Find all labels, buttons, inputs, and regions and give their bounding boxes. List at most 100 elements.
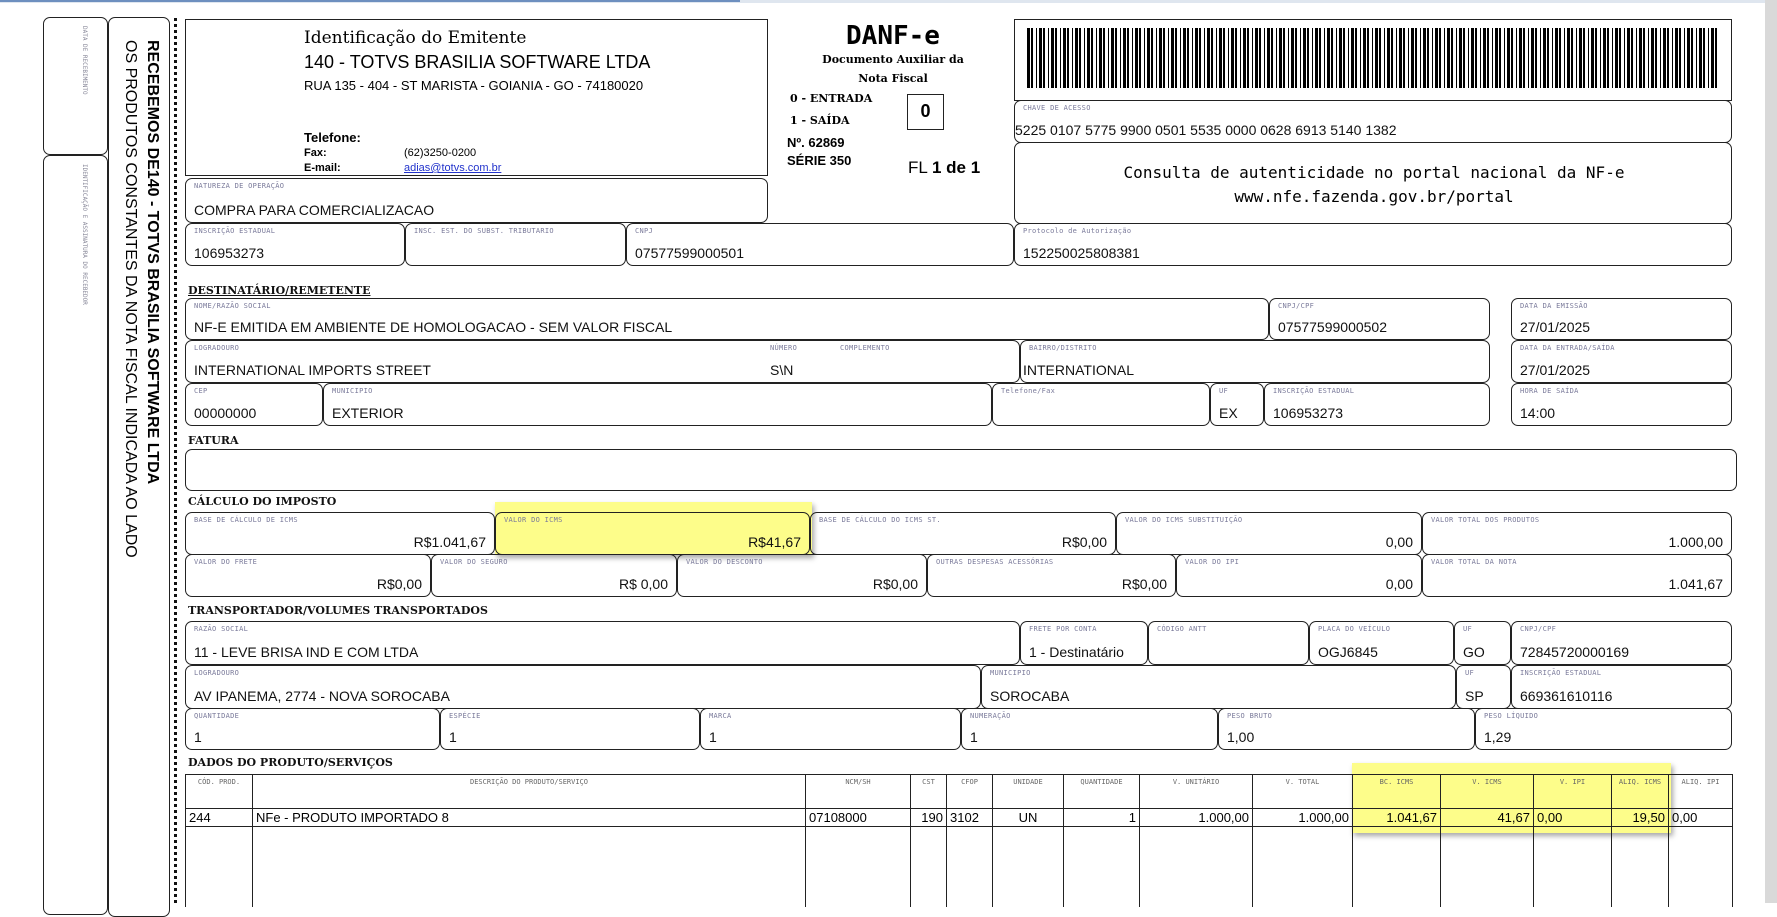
especie-value: 1: [449, 729, 457, 745]
barcode-bar: [1495, 28, 1498, 88]
email-link[interactable]: adias@totvs.com.br: [404, 162, 502, 174]
barcode-bar: [1519, 28, 1522, 88]
barcode-bar: [1715, 28, 1717, 88]
barcode-bar: [1379, 28, 1381, 88]
barcode-bar: [1027, 28, 1030, 88]
column-header: V. IPI: [1533, 774, 1612, 809]
barcode-bar: [1463, 28, 1465, 88]
barcode-bar: [1063, 28, 1066, 88]
barcode-bar: [1468, 28, 1469, 88]
vertical-scrollbar[interactable]: [1765, 0, 1777, 903]
barcode-bar: [1687, 28, 1690, 88]
danfe-title: DANF-e: [846, 21, 940, 51]
emitente-endereco: RUA 135 - 404 - ST MARISTA - GOIANIA - G…: [304, 78, 644, 93]
barcode-bar: [1607, 28, 1609, 88]
barcode-bar: [1384, 28, 1385, 88]
barcode-bar: [1480, 28, 1481, 88]
barcode-bar: [1619, 28, 1621, 88]
barcode-bar: [1475, 28, 1477, 88]
hora-saida-label: HORA DE SAÍDA: [1520, 387, 1579, 395]
table-cell: 1.041,67: [1352, 808, 1441, 827]
table-cell: 0,00: [1533, 808, 1612, 827]
barcode-bar: [1432, 28, 1433, 88]
fax-value: (62)3250-0200: [404, 147, 477, 159]
barcode-bar: [1283, 28, 1285, 88]
barcode-bar: [1660, 28, 1661, 88]
quantidade-label: QUANTIDADE: [194, 712, 240, 720]
peso-liquido-box: PESO LÍQUIDO 1,29: [1475, 708, 1732, 750]
protocolo-label: Protocolo de Autorização: [1023, 227, 1132, 235]
barcode-bar: [1624, 28, 1625, 88]
dest-municipio-label: MUNICIPIO: [332, 387, 373, 395]
danfe-subtitle-2: Nota Fiscal: [858, 72, 928, 85]
emitente-nome: 140 - TOTVS BRASILIA SOFTWARE LTDA: [304, 52, 651, 72]
barcode-bar: [1588, 28, 1589, 88]
identificacao-label: IDENTIFICAÇÃO E ASSINATURA DO RECEBEDOR: [81, 164, 88, 305]
barcode-bar: [1067, 28, 1069, 88]
transp-municipio-value: SOROCABA: [990, 688, 1070, 704]
valor-frete-value: R$0,00: [376, 576, 422, 592]
barcode-bar: [1327, 28, 1330, 88]
barcode-bar: [1235, 28, 1237, 88]
dest-telefone-label: Telefone/Fax: [1001, 387, 1056, 395]
barcode-bar: [1456, 28, 1457, 88]
barcode-bar: [1360, 28, 1361, 88]
frete-conta-label: FRETE POR CONTA: [1029, 625, 1097, 633]
transp-uf2-box: UF SP: [1456, 665, 1511, 709]
barcode-bar: [1115, 28, 1117, 88]
barcode-bar: [1564, 28, 1565, 88]
table-cell: [1440, 826, 1534, 907]
barcode-bar: [1427, 28, 1429, 88]
table-cell: 1.000,00: [1139, 808, 1253, 827]
ie-st-box: INSC. EST. DO SUBST. TRIBUTARIO: [405, 223, 626, 266]
table-cell: [1063, 826, 1140, 907]
telefone-label: Telefone:: [304, 130, 361, 145]
danfe-block: DANF-e Documento Auxiliar da Nota Fiscal…: [782, 19, 1004, 179]
barcode-bar: [1180, 28, 1181, 88]
barcode-bar: [1540, 28, 1541, 88]
barcode-bar: [1391, 28, 1393, 88]
barcode-bar: [1303, 28, 1306, 88]
dest-cep-value: 00000000: [194, 405, 257, 421]
barcode-bar: [1243, 28, 1246, 88]
barcode-bar: [1048, 28, 1049, 88]
barcode-bar: [1507, 28, 1510, 88]
fatura-box: [185, 449, 1737, 491]
barcode-bar: [1204, 28, 1205, 88]
barcode-bar: [1228, 28, 1229, 88]
transportador-title: TRANSPORTADOR/VOLUMES TRANSPORTADOS: [188, 604, 488, 617]
barcode-bar: [1175, 28, 1177, 88]
window-top-accent: [0, 0, 740, 2]
barcode-bar: [1627, 28, 1630, 88]
barcode-bar: [1219, 28, 1222, 88]
produtos-table: CÓD. PROD. DESCRIÇÃO DO PRODUTO/SERVIÇO NC…: [185, 774, 1733, 907]
base-icms-label: BASE DE CÁLCULO DE ICMS: [194, 516, 298, 524]
transp-ie-label: INSCRIÇÃO ESTADUAL: [1520, 669, 1602, 677]
barcode-bar: [1207, 28, 1210, 88]
barcode-bar: [1648, 28, 1649, 88]
transp-razao-box: RAZÃO SOCIAL 11 - LEVE BRISA IND E COM LT…: [185, 621, 1020, 665]
transp-uf2-label: UF: [1465, 669, 1475, 677]
identificacao-box: IDENTIFICAÇÃO E ASSINATURA DO RECEBEDOR: [43, 155, 108, 915]
ie-st-label: INSC. EST. DO SUBST. TRIBUTARIO: [414, 227, 554, 235]
frete-conta-box: FRETE POR CONTA 1 - Destinatário: [1020, 621, 1148, 665]
peso-liquido-label: PESO LÍQUIDO: [1484, 712, 1539, 720]
table-cell: [805, 826, 911, 907]
barcode-bar: [1595, 28, 1597, 88]
dest-cep-label: CEP: [194, 387, 208, 395]
transp-ie-box: INSCRIÇÃO ESTADUAL 669361610116: [1511, 665, 1732, 709]
transp-ie-value: 669361610116: [1520, 688, 1613, 704]
barcode-bar: [1108, 28, 1109, 88]
table-cell: [1533, 826, 1612, 907]
dest-municipio-value: EXTERIOR: [332, 405, 404, 421]
numeracao-label: NUMERAÇÃO: [970, 712, 1011, 720]
table-cell: 3102: [946, 808, 993, 827]
barcode-bar: [1247, 28, 1249, 88]
table-header-row: CÓD. PROD. DESCRIÇÃO DO PRODUTO/SERVIÇO NC…: [185, 774, 1733, 809]
tipo-operacao-box: 0: [907, 94, 944, 130]
barcode-bar: [1547, 28, 1549, 88]
column-header: ALIQ. ICMS: [1611, 774, 1669, 809]
outras-despesas-box: OUTRAS DESPESAS ACESSÓRIAS R$0,00: [927, 554, 1176, 597]
transp-logradouro-label: LOGRADOURO: [194, 669, 240, 677]
cnpj-label: CNPJ: [635, 227, 654, 235]
